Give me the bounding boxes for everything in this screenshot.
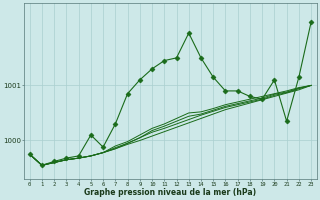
- X-axis label: Graphe pression niveau de la mer (hPa): Graphe pression niveau de la mer (hPa): [84, 188, 256, 197]
